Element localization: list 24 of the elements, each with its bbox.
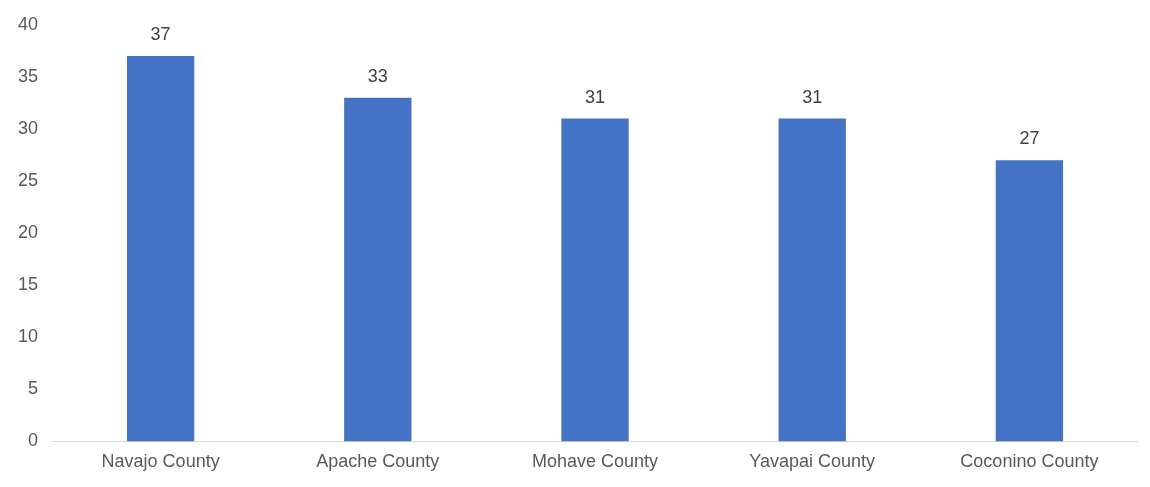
x-tick-label: Mohave County [531,451,659,472]
bar [778,118,846,442]
x-tick-label: Yavapai County [749,451,876,472]
data-label: 33 [367,65,388,86]
bar [344,97,412,442]
y-tick-label: 20 [17,222,39,243]
y-tick-label: 5 [28,378,39,399]
data-label: 37 [150,24,171,45]
x-tick-label: Navajo County [101,451,220,472]
x-tick-label: Coconino County [960,451,1099,472]
y-tick-label: 35 [17,65,39,86]
y-tick-label: 15 [17,274,39,295]
y-tick-label: 0 [28,430,39,451]
data-label: 31 [802,86,823,107]
y-tick-label: 10 [17,326,39,347]
y-tick-label: 25 [17,169,39,190]
y-tick-label: 40 [17,13,39,34]
data-label: 27 [1019,128,1040,149]
bar [126,56,195,442]
y-tick-label: 30 [17,117,39,138]
bar [561,118,629,442]
x-tick-label: Apache County [316,451,440,472]
bar [995,160,1064,442]
data-label: 31 [585,86,606,107]
